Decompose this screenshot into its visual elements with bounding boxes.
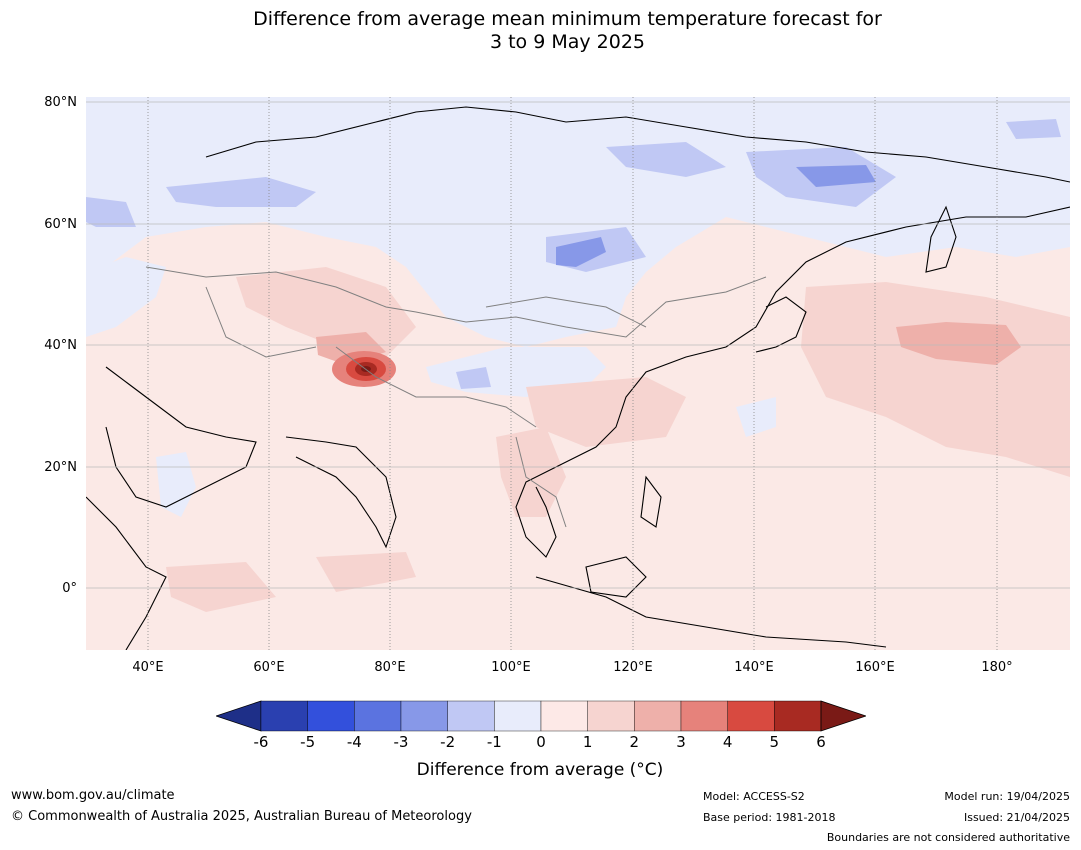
- colorbar-bin: [587, 700, 635, 732]
- cool-patch-1: [166, 177, 316, 207]
- colorbar-bin: [774, 700, 822, 732]
- footer-disclaimer: Boundaries are not considered authoritat…: [826, 831, 1070, 844]
- lat-label-80n: 80°N: [44, 95, 77, 110]
- coast-east-asia: [515, 206, 1071, 558]
- colorbar-tick-label: -2: [440, 733, 456, 751]
- colorbar-title: Difference from average (°C): [416, 760, 664, 780]
- title-line-1: Difference from average mean minimum tem…: [253, 8, 882, 30]
- footer-base-period: Base period: 1981-2018: [703, 811, 836, 824]
- footer-copyright: © Commonwealth of Australia 2025, Austra…: [11, 809, 472, 824]
- coast-maritime: [535, 576, 887, 648]
- colorbar-tick-label: -6: [253, 733, 269, 751]
- colorbar-tick-label: 6: [816, 733, 826, 751]
- warm-patch-indian-ocean: [316, 552, 416, 592]
- lon-label-120e: 120°E: [613, 660, 653, 675]
- cool-region-east-china: [736, 397, 776, 437]
- coast-kamchatka: [925, 205, 957, 273]
- footer-model: Model: ACCESS-S2: [703, 790, 805, 803]
- colorbar-tick-label: 1: [582, 733, 593, 751]
- footer-website[interactable]: www.bom.gov.au/climate: [11, 788, 175, 803]
- coast-japan: [755, 296, 807, 353]
- lon-label-40e: 40°E: [132, 660, 164, 675]
- forecast-map: [85, 97, 1071, 651]
- footer-model-run: Model run: 19/04/2025: [944, 790, 1070, 803]
- warm-patch-arabian-sea: [166, 562, 276, 612]
- colorbar-tick-label: -1: [486, 733, 502, 751]
- cool-region-europe: [86, 257, 166, 337]
- cool-core-baikal: [556, 237, 606, 267]
- colorbar-bin: [307, 700, 355, 732]
- colorbar-bin: [540, 700, 588, 732]
- lon-label-100e: 100°E: [491, 660, 531, 675]
- cool-patch-5: [1006, 119, 1061, 139]
- colorbar-bin: [680, 700, 728, 732]
- colorbar-tick-label: 2: [629, 733, 640, 751]
- coast-india: [285, 436, 397, 549]
- colorbar-bin: [447, 700, 495, 732]
- title-line-2: 3 to 9 May 2025: [489, 31, 646, 53]
- warm-patch-china: [526, 377, 686, 447]
- map-svg: [85, 97, 1071, 651]
- border-central-asia: [205, 286, 317, 358]
- colorbar-tick-label: 5: [769, 733, 780, 751]
- colorbar-bin: [400, 700, 448, 732]
- lat-label-20n: 20°N: [44, 460, 77, 475]
- border-china-india: [335, 346, 537, 428]
- border-russia-south: [145, 266, 767, 338]
- colorbar: [214, 700, 868, 732]
- cool-region-pacific: [906, 97, 1070, 172]
- coast-philippines: [640, 475, 662, 528]
- coast-africa-horn: [85, 496, 167, 651]
- graticule: [86, 97, 1070, 650]
- colorbar-tick-label: -4: [346, 733, 362, 751]
- cool-region-arabia: [156, 452, 196, 517]
- warm-patch-se-asia: [496, 427, 566, 517]
- lon-label-180: 180°: [981, 660, 1013, 675]
- border-mongolia: [485, 296, 647, 328]
- lon-label-60e: 60°E: [253, 660, 285, 675]
- map-title: Difference from average mean minimum tem…: [0, 8, 1081, 54]
- colorbar-tick-label: -3: [393, 733, 409, 751]
- colorbar-tick-label: 4: [722, 733, 733, 751]
- colorbar-svg: [214, 700, 868, 732]
- colorbar-bin: [494, 700, 542, 732]
- cool-patch-7: [86, 197, 136, 227]
- colorbar-extend-high: [820, 700, 868, 732]
- coast-north-asia: [205, 106, 1071, 183]
- cool-core-east-siberia: [796, 165, 876, 187]
- cool-patch-2: [606, 142, 726, 177]
- lon-label-160e: 160°E: [855, 660, 895, 675]
- lat-label-60n: 60°N: [44, 217, 77, 232]
- colorbar-tick-label: -5: [300, 733, 316, 751]
- country-borders: [145, 266, 767, 528]
- lat-label-0: 0°: [62, 581, 77, 596]
- colorbar-bin: [727, 700, 775, 732]
- coastlines: [85, 106, 1071, 651]
- lon-label-80e: 80°E: [374, 660, 406, 675]
- colorbar-extend-low: [214, 700, 262, 732]
- colorbar-tick-label: 0: [536, 733, 546, 751]
- cool-patch-6: [456, 367, 491, 389]
- border-se-asia: [515, 436, 567, 528]
- colorbar-bin: [260, 700, 308, 732]
- lon-label-140e: 140°E: [734, 660, 774, 675]
- lat-label-40n: 40°N: [44, 338, 77, 353]
- warm-core-pacific: [896, 322, 1021, 365]
- colorbar-tick-label: 3: [676, 733, 686, 751]
- footer-issued: Issued: 21/04/2025: [963, 811, 1070, 824]
- warm-patch-central-asia: [236, 267, 416, 357]
- colorbar-bin: [354, 700, 402, 732]
- colorbar-bin: [634, 700, 682, 732]
